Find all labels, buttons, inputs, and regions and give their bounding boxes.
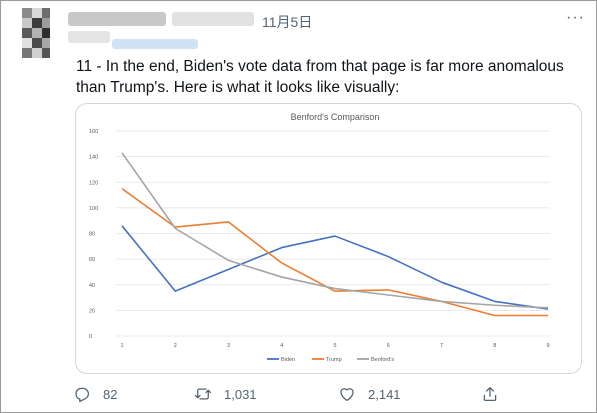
x-tick-label: 3 (227, 343, 230, 349)
like-icon (340, 388, 354, 402)
retweet-count: 1,031 (224, 386, 257, 402)
avatar[interactable] (22, 8, 50, 60)
retweet-button[interactable]: 1,031 (194, 380, 257, 408)
benford-chart: Benford's Comparison02040608010012014016… (89, 112, 550, 363)
share-icon (483, 386, 497, 402)
like-button[interactable]: 2,141 (338, 380, 401, 408)
tweet-actions: 82 1,031 2,141 (0, 380, 597, 410)
share-button[interactable] (481, 380, 511, 408)
x-tick-label: 4 (280, 343, 283, 349)
reply-count: 82 (103, 386, 118, 402)
legend-label: Benford's (371, 357, 394, 363)
series-line-trump (121, 188, 548, 317)
series-line-benfords (121, 152, 549, 309)
x-tick-label: 7 (440, 343, 443, 349)
y-tick-label: 140 (89, 155, 98, 161)
series-line-biden (121, 225, 549, 310)
y-tick-label: 160 (89, 129, 98, 135)
y-tick-label: 80 (89, 232, 95, 238)
like-count: 2,141 (368, 386, 401, 402)
tweet-text: 11 - In the end, Biden's vote data from … (76, 58, 564, 96)
x-tick-label: 1 (120, 343, 123, 349)
chart-image-card[interactable]: Benford's Comparison 0 20 40 60 80 100 120 140 16… (75, 103, 582, 374)
chart-title: Benford's Comparison (291, 112, 380, 122)
y-tick-label: 100 (89, 206, 98, 212)
retweet-icon (194, 388, 212, 400)
x-tick-label: 5 (333, 343, 336, 349)
reply-icon (75, 387, 90, 403)
x-tick-label: 6 (387, 343, 390, 349)
legend-label: Biden (281, 357, 295, 363)
more-dots-icon[interactable]: ··· (566, 9, 585, 26)
y-tick-label: 20 (89, 308, 95, 314)
legend-label: Trump (326, 357, 342, 363)
y-tick-label: 0 (89, 334, 92, 340)
handle-redacted[interactable] (172, 12, 254, 26)
reply-button[interactable]: 82 (73, 380, 117, 408)
tweet-date[interactable]: 11月5日 (262, 14, 313, 30)
handle-redacted-part (112, 39, 198, 49)
y-tick-label: 60 (89, 257, 95, 263)
y-tick-label: 40 (89, 283, 95, 289)
display-name-redacted[interactable] (68, 12, 166, 26)
y-tick-label: 120 (89, 180, 98, 186)
x-tick-label: 9 (546, 343, 549, 349)
handle-redacted-part (68, 31, 110, 43)
x-tick-label: 8 (493, 343, 496, 349)
x-tick-label: 2 (174, 343, 177, 349)
